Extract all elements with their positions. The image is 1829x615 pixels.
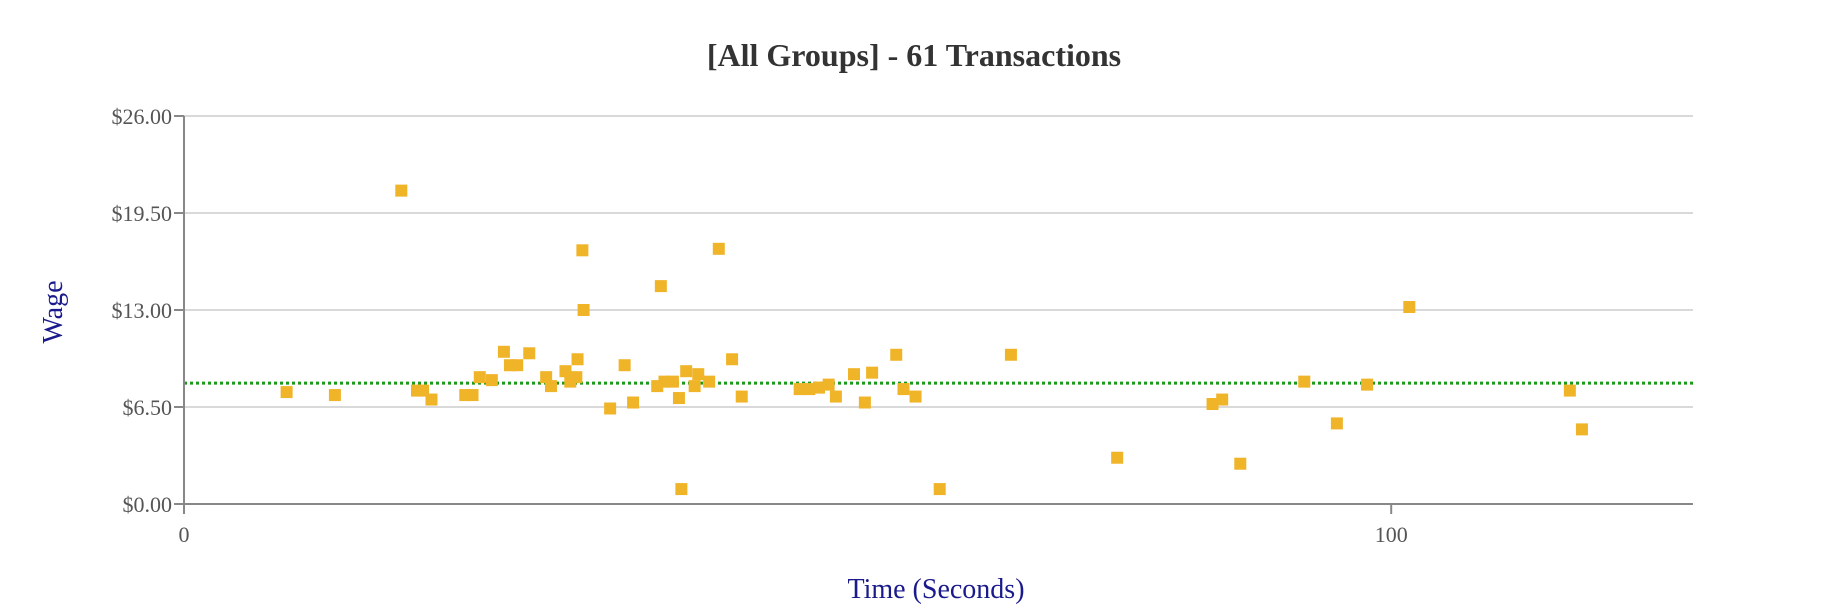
- data-point[interactable]: [485, 374, 498, 387]
- data-point[interactable]: [559, 365, 572, 378]
- data-point[interactable]: [1330, 417, 1343, 430]
- x-tick-labels: 0 100: [179, 504, 1408, 547]
- x-tick-label: 100: [1375, 522, 1408, 547]
- data-point[interactable]: [680, 365, 693, 378]
- data-point[interactable]: [511, 359, 524, 372]
- data-point[interactable]: [712, 242, 725, 255]
- data-point[interactable]: [1216, 393, 1229, 406]
- data-point[interactable]: [1403, 301, 1416, 314]
- data-point[interactable]: [822, 378, 835, 391]
- data-point[interactable]: [395, 184, 408, 197]
- data-point[interactable]: [909, 390, 922, 403]
- data-point[interactable]: [523, 347, 536, 360]
- data-point[interactable]: [703, 375, 716, 388]
- data-point[interactable]: [1111, 451, 1124, 464]
- y-tick-label: $26.00: [112, 104, 173, 129]
- chart-title: [All Groups] - 61 Transactions: [707, 37, 1121, 73]
- y-tick-label: $0.00: [123, 492, 173, 517]
- data-point[interactable]: [847, 368, 860, 381]
- data-point[interactable]: [866, 366, 879, 379]
- data-point[interactable]: [675, 483, 688, 496]
- y-axis-label: Wage: [38, 280, 69, 343]
- data-point[interactable]: [571, 353, 584, 366]
- data-point[interactable]: [726, 353, 739, 366]
- data-point[interactable]: [1206, 398, 1219, 411]
- data-point[interactable]: [829, 390, 842, 403]
- data-point[interactable]: [692, 368, 705, 381]
- data-point[interactable]: [1361, 378, 1374, 391]
- data-point[interactable]: [688, 380, 701, 393]
- data-point[interactable]: [933, 483, 946, 496]
- data-point[interactable]: [497, 345, 510, 358]
- y-tick-label: $13.00: [112, 298, 173, 323]
- x-tick-label: 0: [179, 522, 190, 547]
- data-point[interactable]: [803, 383, 816, 396]
- y-tick-labels: $0.00 $6.50 $13.00 $19.50 $26.00: [112, 104, 184, 517]
- data-point[interactable]: [1575, 423, 1588, 436]
- y-tick-label: $19.50: [112, 201, 173, 226]
- y-tick-label: $6.50: [123, 395, 173, 420]
- data-point[interactable]: [858, 396, 871, 409]
- data-point[interactable]: [793, 383, 806, 396]
- data-point[interactable]: [576, 244, 589, 257]
- data-point[interactable]: [890, 348, 903, 361]
- data-point[interactable]: [280, 386, 293, 399]
- data-point[interactable]: [654, 280, 667, 293]
- data-point[interactable]: [570, 371, 583, 384]
- x-axis-label: Time (Seconds): [847, 574, 1024, 605]
- data-point[interactable]: [1234, 457, 1247, 470]
- data-point[interactable]: [618, 359, 631, 372]
- data-point[interactable]: [812, 381, 825, 394]
- data-points: [280, 184, 1588, 496]
- data-point[interactable]: [1298, 375, 1311, 388]
- data-point[interactable]: [425, 393, 438, 406]
- data-point[interactable]: [577, 304, 590, 316]
- data-point[interactable]: [604, 402, 617, 415]
- data-point[interactable]: [503, 359, 516, 372]
- data-point[interactable]: [627, 396, 640, 409]
- data-point[interactable]: [666, 375, 679, 388]
- grid-lines: [184, 115, 1693, 408]
- data-point[interactable]: [1563, 384, 1576, 397]
- data-point[interactable]: [1004, 348, 1017, 361]
- data-point[interactable]: [473, 371, 486, 384]
- data-point[interactable]: [544, 380, 557, 393]
- data-point[interactable]: [328, 389, 341, 402]
- data-point[interactable]: [672, 392, 685, 405]
- data-point[interactable]: [735, 390, 748, 403]
- data-point[interactable]: [897, 383, 910, 396]
- data-point[interactable]: [466, 389, 479, 402]
